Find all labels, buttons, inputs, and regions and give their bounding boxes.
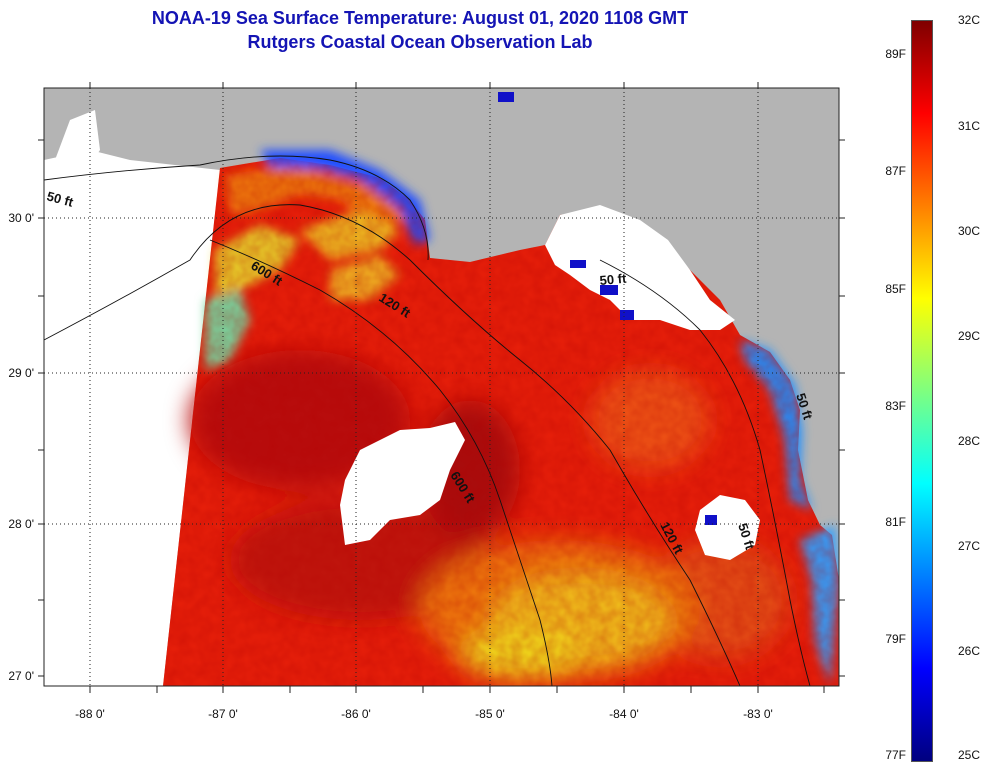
contour-120ft [44, 204, 741, 686]
colorbar-c-32: 32C [958, 13, 981, 27]
cloud-edge-2 [620, 310, 634, 320]
colorbar-c-28: 28C [958, 434, 981, 448]
no-data-region [44, 150, 220, 686]
colorbar-f-83: 83F [885, 399, 906, 413]
colorbar-f-85: 85F [885, 282, 906, 296]
lon-label-85: -85 0' [475, 707, 505, 721]
map-subtitle: Rutgers Coastal Ocean Observation Lab [247, 32, 593, 52]
cloud-edge-4 [498, 92, 514, 102]
cloud-edge-1 [600, 285, 618, 295]
cloud-central [340, 422, 465, 545]
contour-600ft [209, 239, 553, 686]
lon-label-83: -83 0' [743, 707, 773, 721]
cloud-edge-5 [705, 515, 717, 525]
lat-label-28: 28 0' [8, 517, 34, 531]
lon-label-86: -86 0' [341, 707, 371, 721]
colorbar-c-27: 27C [958, 539, 981, 553]
colorbar-f-79: 79F [885, 632, 906, 646]
colorbar-c-29: 29C [958, 329, 981, 343]
lat-label-30: 30 0' [8, 211, 34, 225]
contour-50ft-north [44, 155, 429, 261]
contour-label-1: 50 ft [45, 188, 75, 210]
colorbar-f-89: 89F [885, 47, 906, 61]
colorbar-c-25: 25C [958, 748, 981, 762]
lon-label-88: -88 0' [75, 707, 105, 721]
lon-label-84: -84 0' [609, 707, 639, 721]
lat-label-29: 29 0' [8, 366, 34, 380]
contour-label-4: 50 ft [599, 271, 628, 288]
colorbar-c-30: 30C [958, 224, 981, 238]
colorbar [911, 20, 933, 762]
colorbar-f-77: 77F [885, 748, 906, 762]
map-frame [43, 87, 840, 687]
cloud-edge-3 [570, 260, 586, 268]
cloud-mobile-bay [55, 110, 100, 170]
cloud-tampa [695, 495, 760, 560]
colorbar-c-26: 26C [958, 644, 981, 658]
contour-50ft-east [599, 259, 811, 686]
colorbar-f-87: 87F [885, 164, 906, 178]
colorbar-f-81: 81F [885, 515, 906, 529]
colorbar-c-31: 31C [958, 119, 981, 133]
graticule [44, 88, 839, 686]
lon-label-87: -87 0' [208, 707, 238, 721]
map-title: NOAA-19 Sea Surface Temperature: August … [151, 8, 689, 28]
lat-label-27: 27 0' [8, 669, 34, 683]
cloud-bigbend [545, 205, 735, 330]
tick-marks [38, 82, 845, 693]
